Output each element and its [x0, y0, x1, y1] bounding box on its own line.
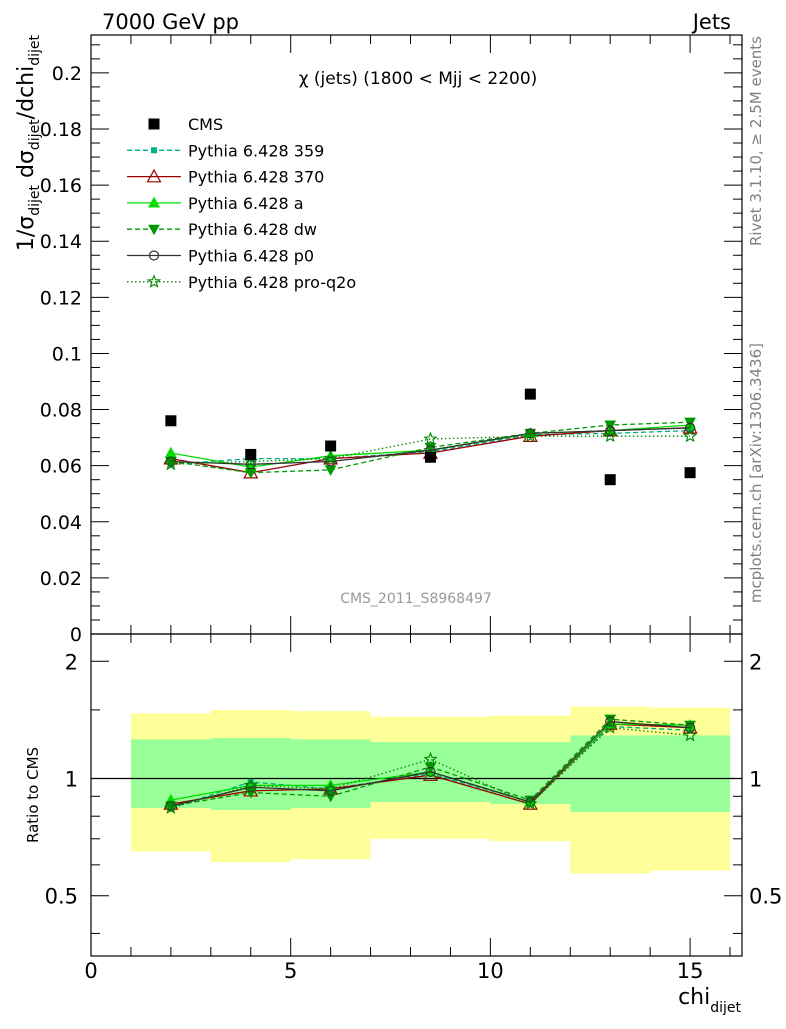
legend-marker-0 — [151, 147, 157, 154]
series-point-3 — [604, 420, 617, 432]
series-point-3 — [424, 442, 437, 454]
y-label-sub-c: dijet — [27, 35, 43, 66]
ratio-y-tick-label-right: 0.5 — [749, 885, 782, 909]
series-point-5 — [163, 456, 179, 471]
main-y-tick-label: 0.18 — [40, 119, 82, 141]
analysis-watermark: CMS_2011_S8968497 — [340, 591, 492, 607]
series-point-3 — [324, 465, 337, 476]
series-line-5 — [170, 435, 691, 465]
main-y-tick-label: 0.04 — [40, 512, 82, 534]
main-panel: 00.020.040.060.080.10.120.140.160.180.2 … — [14, 34, 743, 646]
ratio-point-4 — [684, 722, 696, 733]
cms-data-point — [604, 474, 616, 486]
ratio-point-4 — [425, 766, 436, 777]
ratio-point-5 — [603, 720, 618, 734]
legend-cms-label: CMS — [188, 115, 223, 134]
ratio-y-axis-label: Ratio to CMS — [24, 747, 42, 843]
cms-data-point — [424, 451, 436, 463]
series-point-5 — [423, 431, 438, 446]
main-y-tick-label: 0 — [70, 624, 82, 646]
cms-data-point — [684, 467, 696, 479]
ratio-point-1 — [602, 716, 618, 730]
series-point-5 — [603, 428, 618, 443]
header-process-label: Jets — [691, 10, 731, 34]
main-y-tick-label: 0.2 — [52, 63, 82, 85]
legend-marker-5 — [146, 274, 162, 288]
y-label-sub-b: dijet — [27, 119, 43, 150]
main-y-tick-label: 0.08 — [40, 400, 82, 422]
legend-marker-2 — [147, 196, 161, 208]
x-tick-label: 15 — [677, 959, 704, 983]
legend-label-4: Pythia 6.428 p0 — [188, 247, 314, 266]
main-y-tick-label: 0.12 — [40, 287, 82, 309]
x-label-sub: dijet — [710, 1000, 741, 1016]
header-energy-label: 7000 GeV pp — [102, 10, 239, 34]
series-point-5 — [323, 451, 338, 465]
y-label-part-a: 1/σ — [14, 216, 39, 251]
main-y-tick-label: 0.1 — [52, 343, 82, 365]
main-y-tick-label: 0.02 — [40, 568, 82, 590]
y-label-part-b: dσ — [14, 150, 39, 185]
main-y-tick-label: 0.16 — [40, 175, 82, 197]
ratio-point-4 — [245, 782, 256, 793]
main-y-axis-label: 1/σdijet dσdijet/dchidijet — [14, 35, 43, 252]
uncertainty-band-inner — [210, 738, 291, 810]
main-y-tick-label: 0.14 — [40, 231, 82, 253]
cms-data-point — [165, 415, 177, 427]
x-tick-label: 10 — [477, 959, 504, 983]
y-label-part-c: /dchi — [14, 66, 39, 120]
rivet-version-label: Rivet 3.1.10, ≥ 2.5M events — [747, 36, 765, 246]
ratio-point-4 — [325, 785, 336, 796]
ratio-y-tick-label-right: 1 — [749, 767, 762, 791]
uncertainty-band-inner — [650, 735, 731, 813]
x-tick-label: 5 — [284, 959, 297, 983]
ratio-point-5 — [323, 781, 338, 796]
cms-data-point — [524, 388, 536, 400]
legend-label-5: Pythia 6.428 pro-q2o — [188, 273, 356, 292]
y-label-sub-a: dijet — [27, 185, 43, 216]
main-title: χ (jets) (1800 < Mjj < 2200) — [299, 69, 538, 89]
ratio-point-5 — [523, 796, 538, 811]
series-point-5 — [682, 428, 698, 443]
ratio-panel: 0.5 0.5 1 1 2 2 0 5 10 15 Ratio to CMS chidijet — [24, 633, 782, 1016]
series-point-3 — [684, 417, 696, 429]
ratio-y-tick-label: 2 — [65, 650, 78, 674]
series-point-4 — [325, 456, 336, 467]
series-point-4 — [684, 422, 696, 433]
series-point-2 — [164, 446, 177, 458]
legend: CMS Pythia 6.428 359 Pythia 6.428 370 Pythi… — [127, 115, 356, 292]
x-label-main: chi — [678, 985, 710, 1010]
cms-data-point — [325, 440, 337, 452]
legend-label-1: Pythia 6.428 370 — [188, 168, 324, 187]
x-tick-label: 0 — [84, 959, 97, 983]
mcplots-reference-label: mcplots.cern.ch [arXiv:1306.3436] — [747, 343, 765, 603]
main-y-tick-label: 0.06 — [40, 456, 82, 478]
legend-label-2: Pythia 6.428 a — [188, 194, 304, 213]
ratio-y-tick-label: 0.5 — [45, 885, 78, 909]
legend-marker-3 — [148, 224, 160, 236]
ratio-point-5 — [243, 777, 258, 792]
ratio-point-4 — [605, 716, 616, 727]
ratio-plot-frame — [90, 633, 743, 957]
legend-label-0: Pythia 6.428 359 — [188, 141, 324, 160]
legend-cms-marker — [148, 118, 160, 130]
cms-data-point — [245, 448, 257, 460]
legend-marker-4 — [148, 250, 160, 261]
ratio-point-5 — [423, 751, 438, 766]
ratio-y-tick-label: 1 — [65, 767, 78, 791]
series-point-5 — [523, 428, 538, 443]
ratio-y-tick-label-right: 2 — [749, 650, 762, 674]
ratio-point-5 — [682, 727, 698, 742]
legend-label-3: Pythia 6.428 dw — [188, 220, 317, 239]
series-point-4 — [605, 425, 616, 436]
ratio-point-5 — [163, 800, 179, 815]
legend-marker-1 — [146, 168, 162, 183]
x-axis-label: chidijet — [678, 985, 741, 1016]
